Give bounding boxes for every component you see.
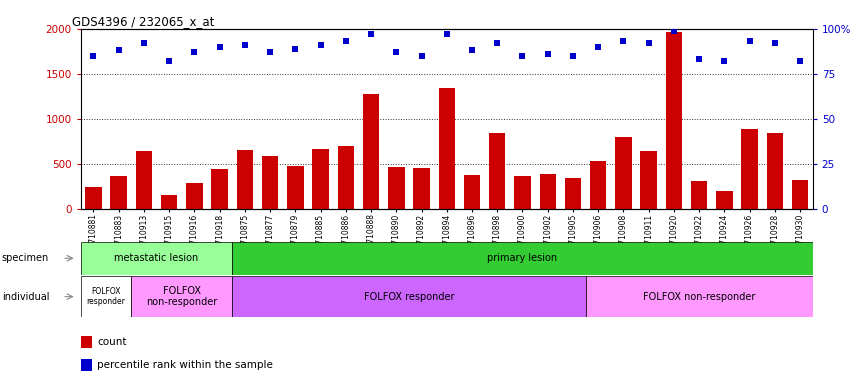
Point bbox=[793, 58, 807, 65]
Point bbox=[591, 44, 605, 50]
Text: FOLFOX
responder: FOLFOX responder bbox=[87, 287, 125, 306]
Bar bbox=[363, 94, 380, 209]
Text: FOLFOX non-responder: FOLFOX non-responder bbox=[643, 291, 756, 302]
Point bbox=[490, 40, 504, 46]
Bar bbox=[585, 276, 813, 317]
Bar bbox=[641, 151, 657, 209]
Point bbox=[768, 40, 782, 46]
Bar bbox=[211, 169, 228, 209]
Point bbox=[642, 40, 655, 46]
Point bbox=[288, 46, 302, 52]
Bar bbox=[489, 134, 505, 209]
Bar bbox=[161, 195, 177, 209]
Point bbox=[667, 28, 681, 34]
Point bbox=[617, 38, 631, 45]
Bar bbox=[438, 88, 455, 209]
Bar bbox=[262, 156, 278, 209]
Bar bbox=[388, 167, 404, 209]
Bar bbox=[287, 166, 304, 209]
Bar bbox=[565, 178, 581, 209]
Bar bbox=[312, 149, 328, 209]
Bar bbox=[741, 129, 757, 209]
Text: primary lesion: primary lesion bbox=[488, 253, 557, 263]
Bar bbox=[136, 151, 152, 209]
Bar bbox=[85, 187, 101, 209]
Bar bbox=[717, 191, 733, 209]
Point bbox=[238, 42, 252, 48]
Bar bbox=[464, 175, 480, 209]
Bar bbox=[590, 161, 607, 209]
Bar bbox=[81, 336, 92, 348]
Point bbox=[390, 49, 403, 55]
Bar bbox=[414, 168, 430, 209]
Point bbox=[516, 53, 529, 59]
Point bbox=[137, 40, 151, 46]
Bar bbox=[131, 276, 232, 317]
Bar bbox=[81, 242, 232, 275]
Bar bbox=[232, 276, 585, 317]
Bar bbox=[81, 359, 92, 371]
Bar bbox=[111, 176, 127, 209]
Point bbox=[263, 49, 277, 55]
Point bbox=[213, 44, 226, 50]
Point bbox=[111, 47, 125, 53]
Point bbox=[440, 31, 454, 37]
Point bbox=[743, 38, 757, 45]
Bar bbox=[237, 150, 253, 209]
Text: count: count bbox=[97, 337, 127, 347]
Bar bbox=[767, 134, 783, 209]
Bar bbox=[691, 181, 707, 209]
Point bbox=[187, 49, 201, 55]
Text: specimen: specimen bbox=[2, 253, 49, 263]
Point bbox=[541, 51, 555, 57]
Text: FOLFOX
non-responder: FOLFOX non-responder bbox=[146, 286, 217, 308]
Point bbox=[465, 47, 479, 53]
Text: GDS4396 / 232065_x_at: GDS4396 / 232065_x_at bbox=[72, 15, 214, 28]
Point bbox=[87, 53, 100, 59]
Point bbox=[414, 53, 428, 59]
Point bbox=[717, 58, 731, 65]
Text: FOLFOX responder: FOLFOX responder bbox=[363, 291, 454, 302]
Point bbox=[566, 53, 580, 59]
Point bbox=[314, 42, 328, 48]
Text: metastatic lesion: metastatic lesion bbox=[114, 253, 198, 263]
Bar bbox=[514, 176, 531, 209]
Bar bbox=[81, 276, 131, 317]
Bar bbox=[540, 174, 556, 209]
Point bbox=[339, 38, 352, 45]
Point bbox=[163, 58, 176, 65]
Bar bbox=[232, 242, 813, 275]
Bar bbox=[792, 179, 808, 209]
Bar bbox=[338, 146, 354, 209]
Point bbox=[364, 31, 378, 37]
Text: percentile rank within the sample: percentile rank within the sample bbox=[97, 360, 273, 370]
Text: individual: individual bbox=[2, 291, 49, 302]
Point bbox=[693, 56, 706, 63]
Bar bbox=[665, 32, 683, 209]
Bar bbox=[615, 137, 631, 209]
Bar bbox=[186, 183, 203, 209]
